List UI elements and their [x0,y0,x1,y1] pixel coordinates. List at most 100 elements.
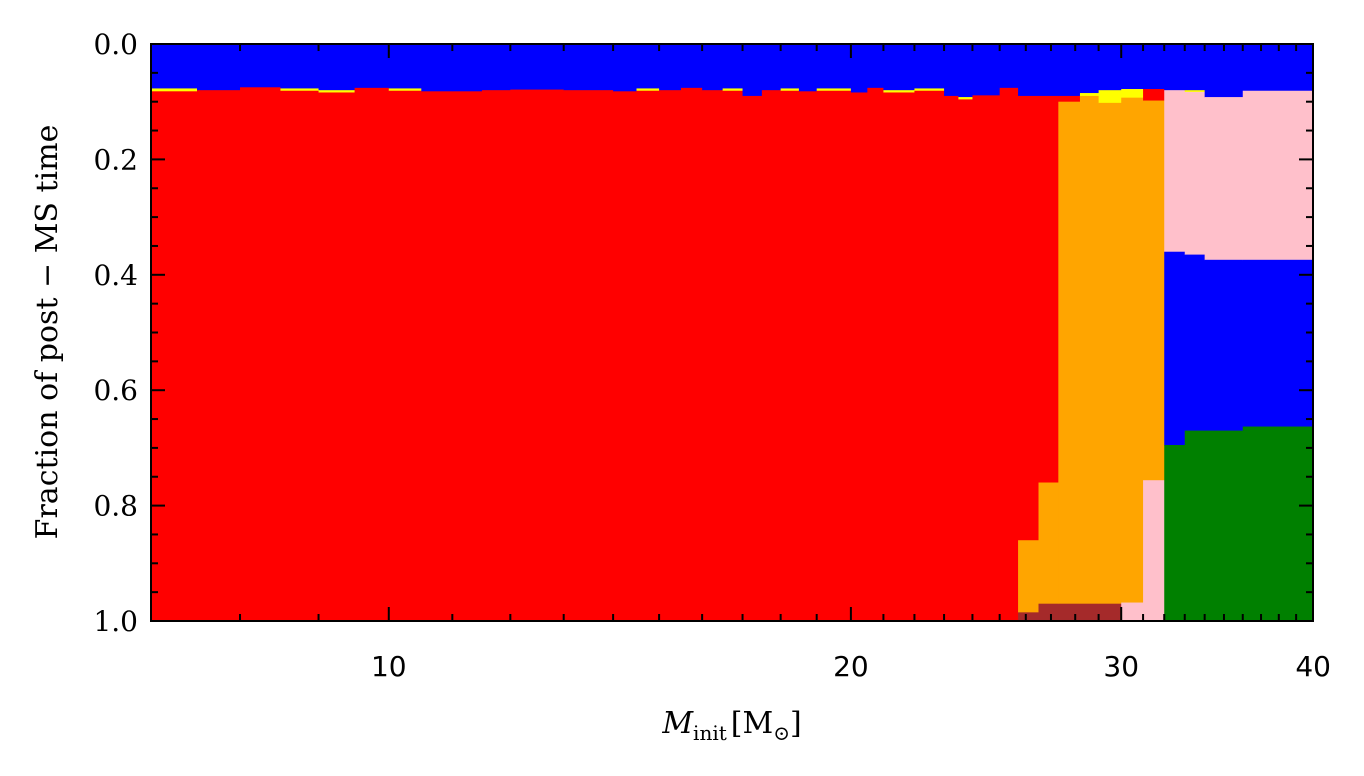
bar-25-blue-0 [883,44,916,91]
bar-34-blue-0 [1079,44,1100,94]
bar-25-yellow-1 [883,90,916,93]
bar-34-brown-3 [1079,603,1100,622]
bar-16-red-1 [702,90,724,622]
bar-21-blue-0 [798,44,818,92]
bar-37-pink-3 [1143,480,1165,622]
bar-40-pink-1 [1204,97,1244,261]
bar-33-orange-2 [1058,101,1081,605]
y-tick-label-0.4: 0.4 [93,259,138,292]
bar-24-red-1 [867,87,885,622]
bar-19-blue-0 [761,44,782,91]
bar-6-red-2 [388,90,422,622]
bar-33-red-1 [1058,95,1081,103]
bar-41-blue-2 [1242,259,1314,427]
bar-11-red-1 [563,90,614,622]
bar-17-yellow-1 [722,88,744,92]
bar-34-yellow-1 [1079,93,1100,97]
bar-35-yellow-1 [1098,90,1122,104]
bar-6-yellow-1 [388,88,422,92]
bar-0-yellow-1 [151,88,198,92]
bar-35-orange-2 [1098,102,1122,605]
bar-11-blue-0 [563,44,614,91]
bar-19-red-1 [761,90,782,622]
bar-5-blue-0 [354,44,390,89]
bar-9-blue-0 [481,44,511,91]
bar-17-red-2 [722,90,744,622]
bar-20-red-2 [780,90,800,622]
bar-24-blue-0 [867,44,885,89]
bar-32-orange-2 [1038,482,1059,605]
bar-25-red-2 [883,92,916,622]
bar-15-blue-0 [680,44,703,89]
bar-39-blue-3 [1184,254,1206,431]
bar-5-red-1 [354,87,390,622]
bar-28-blue-0 [958,44,974,98]
bar-26-blue-0 [914,44,945,89]
bar-23-blue-0 [850,44,868,93]
bar-1-blue-0 [197,44,241,91]
bar-14-red-1 [659,90,682,622]
bar-41-blue-0 [1242,44,1314,92]
bar-12-red-1 [613,91,638,622]
bar-26-yellow-1 [914,88,945,92]
bar-32-red-1 [1038,95,1059,483]
tick-labels: 10 20 30 40 0.0 0.2 0.4 0.6 0.8 1.0 [93,28,1331,683]
bar-31-red-1 [1018,95,1040,541]
bar-13-blue-0 [636,44,660,89]
bar-38-blue-2 [1164,251,1186,446]
bar-32-blue-0 [1038,44,1059,97]
bar-41-pink-1 [1242,90,1314,261]
bar-2-red-1 [240,87,282,622]
bar-18-blue-0 [742,44,763,97]
bar-22-yellow-1 [816,88,852,92]
x-tick-label-40: 40 [1295,650,1331,683]
bar-31-blue-0 [1018,44,1040,97]
bar-28-yellow-1 [958,97,974,100]
bar-1-red-1 [197,90,241,622]
bar-29-red-1 [972,95,1001,622]
bar-26-red-2 [914,90,945,622]
bar-39-blue-0 [1184,44,1206,91]
bar-12-blue-0 [613,44,638,92]
axis-ticks [151,43,1314,622]
bar-39-green-4 [1184,430,1206,622]
bar-31-brown-3 [1018,612,1040,622]
bar-10-red-1 [510,89,565,622]
bar-4-red-2 [318,92,356,622]
bar-38-pink-1 [1164,90,1186,253]
bar-30-blue-0 [999,44,1019,89]
bar-18-red-1 [742,95,763,622]
bar-23-red-1 [850,92,868,622]
y-tick-label-1: 1.0 [93,605,138,638]
x-tick-label-20: 20 [833,650,869,683]
bar-22-blue-0 [816,44,852,89]
bar-39-pink-2 [1184,91,1206,255]
bar-34-orange-2 [1079,95,1100,605]
bar-4-blue-0 [318,44,356,91]
bar-14-blue-0 [659,44,682,91]
bar-3-yellow-1 [280,88,320,92]
stacked-bars [151,44,1314,622]
bar-3-blue-0 [280,44,320,89]
bar-22-red-2 [816,90,852,622]
y-tick-label-0.8: 0.8 [93,490,138,523]
bar-33-blue-0 [1058,44,1081,97]
bar-7-blue-0 [421,44,453,92]
bar-7-red-1 [421,91,453,622]
bar-3-red-2 [280,90,320,622]
bar-0-blue-0 [151,44,198,89]
y-axis-label: Fraction of post − MS time [30,125,65,540]
x-tick-label-30: 30 [1103,650,1139,683]
bar-30-red-1 [999,87,1019,622]
bar-37-blue-0 [1143,44,1165,90]
bar-36-yellow-1 [1121,89,1144,99]
y-tick-label-0.2: 0.2 [93,143,138,176]
bar-16-blue-0 [702,44,724,91]
x-tick-label-10: 10 [371,650,407,683]
bar-13-red-2 [636,90,660,622]
bar-10-blue-0 [510,44,565,90]
bar-27-blue-0 [944,44,960,97]
bar-15-red-1 [680,87,703,622]
y-tick-label-0.6: 0.6 [93,374,138,407]
